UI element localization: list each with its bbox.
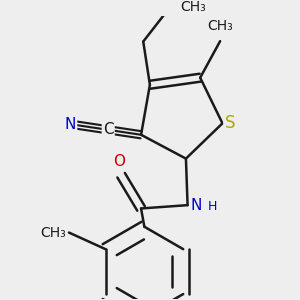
Text: CH₃: CH₃ <box>40 226 66 240</box>
Text: H: H <box>208 200 217 213</box>
Text: O: O <box>113 154 125 169</box>
Text: CH₃: CH₃ <box>180 0 206 14</box>
Text: N: N <box>65 117 76 132</box>
Text: CH₃: CH₃ <box>207 19 233 33</box>
Text: C: C <box>103 122 113 137</box>
Text: S: S <box>224 114 235 132</box>
Text: N: N <box>190 198 202 213</box>
